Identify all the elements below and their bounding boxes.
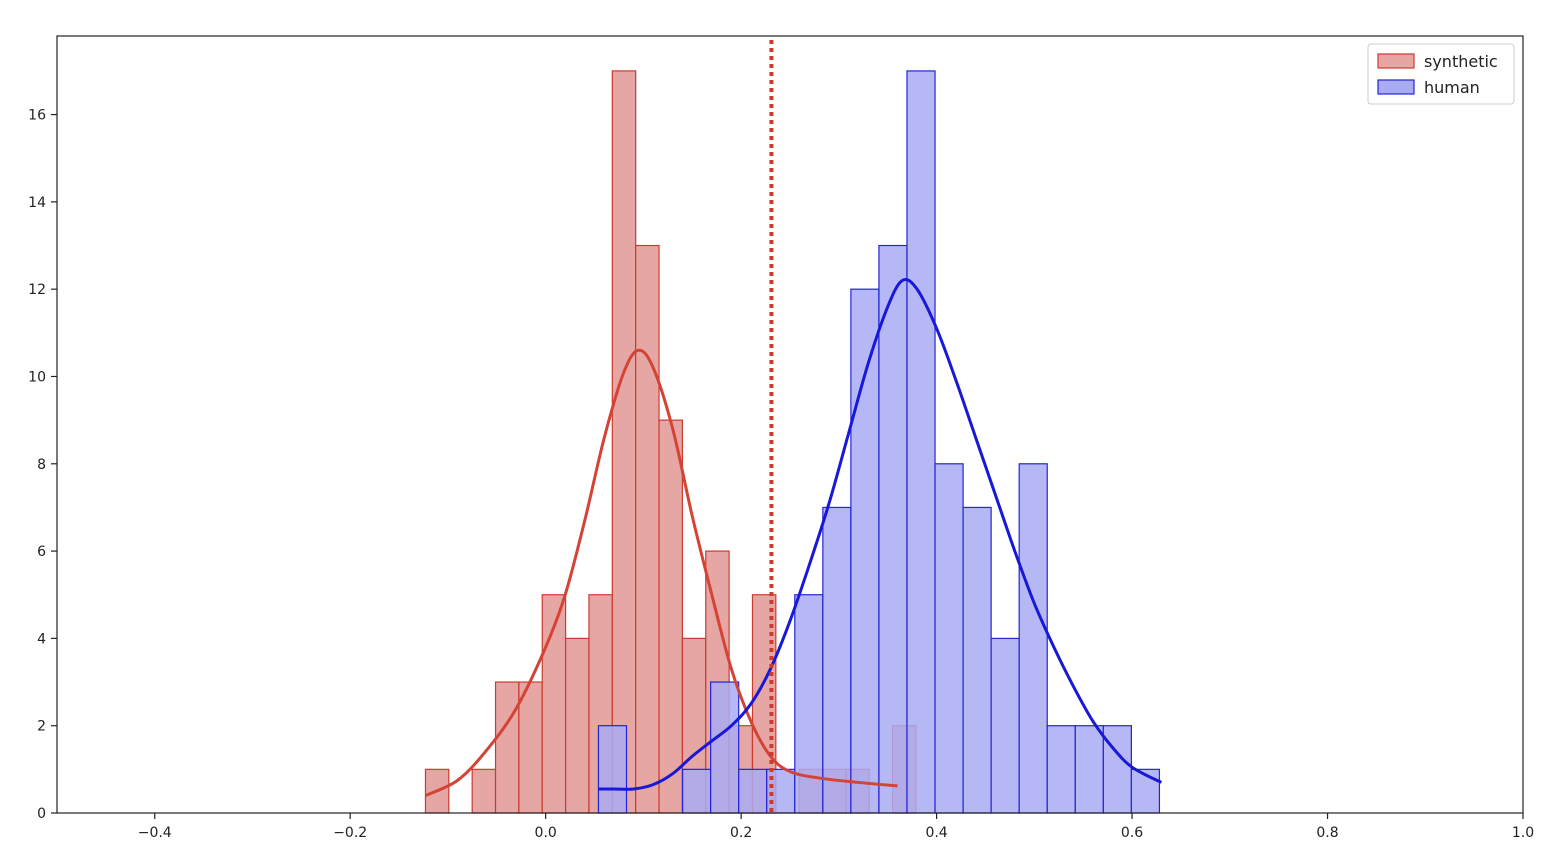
human-bar xyxy=(850,288,880,814)
synthetic-bar xyxy=(611,70,637,814)
human-bar xyxy=(597,725,628,814)
human-legend-swatch xyxy=(1377,79,1415,95)
synthetic-bar xyxy=(658,419,683,814)
y-tick-label: 8 xyxy=(37,457,46,473)
x-tick-label: 1.0 xyxy=(1512,825,1534,841)
y-tick-label: 14 xyxy=(28,195,46,211)
human-bar xyxy=(710,681,740,814)
synthetic-legend-swatch xyxy=(1377,53,1415,69)
plot-frame xyxy=(56,35,1524,814)
human-bar xyxy=(794,594,824,814)
y-tick-label: 12 xyxy=(28,282,46,298)
synthetic-kde-line xyxy=(424,348,898,797)
human-bar xyxy=(906,70,936,814)
human-bar xyxy=(962,506,992,814)
human-bar xyxy=(934,463,964,814)
human-bar xyxy=(1074,725,1104,814)
human-bar xyxy=(1046,725,1076,814)
x-tick-label: 0.0 xyxy=(535,825,557,841)
synthetic-bar xyxy=(565,637,590,814)
human-bar xyxy=(1018,463,1048,814)
human-bar xyxy=(878,244,908,814)
y-tick-label: 6 xyxy=(37,544,46,560)
y-tick-label: 16 xyxy=(28,108,46,124)
y-tick-label: 2 xyxy=(37,719,46,735)
human-bar xyxy=(738,768,768,814)
x-tick-label: 0.2 xyxy=(730,825,752,841)
synthetic-bars xyxy=(424,70,917,814)
x-tick-label: 0.4 xyxy=(925,825,947,841)
x-tick-label: 0.6 xyxy=(1121,825,1143,841)
synthetic-bar xyxy=(518,681,543,814)
synthetic-bar xyxy=(635,244,660,814)
human-kde-line xyxy=(598,277,1163,791)
synthetic-legend-label: synthetic xyxy=(1424,52,1498,71)
human-bar xyxy=(822,506,852,814)
kde-curves xyxy=(424,277,1163,797)
x-tick-label: −0.2 xyxy=(333,825,367,841)
x-axis: −0.4 −0.2 0.0 0.2 0.4 0.6 0.8 1.0 xyxy=(138,813,1534,841)
y-tick-label: 0 xyxy=(37,806,46,822)
human-bar xyxy=(766,768,796,814)
x-tick-label: 0.8 xyxy=(1316,825,1338,841)
y-tick-label: 10 xyxy=(28,369,46,385)
plot-area xyxy=(57,36,1523,813)
x-tick-label: −0.4 xyxy=(138,825,172,841)
human-legend-label: human xyxy=(1424,78,1480,97)
y-tick-label: 4 xyxy=(37,631,46,647)
human-bar xyxy=(1130,768,1161,814)
synthetic-bar xyxy=(471,768,497,814)
legend: synthetic human xyxy=(1367,43,1515,105)
human-bar xyxy=(681,768,712,814)
human-bar xyxy=(1102,725,1132,814)
synthetic-bar xyxy=(494,681,520,814)
human-bar xyxy=(990,637,1020,814)
y-axis: 0 2 4 6 8 10 12 14 16 xyxy=(28,108,57,822)
